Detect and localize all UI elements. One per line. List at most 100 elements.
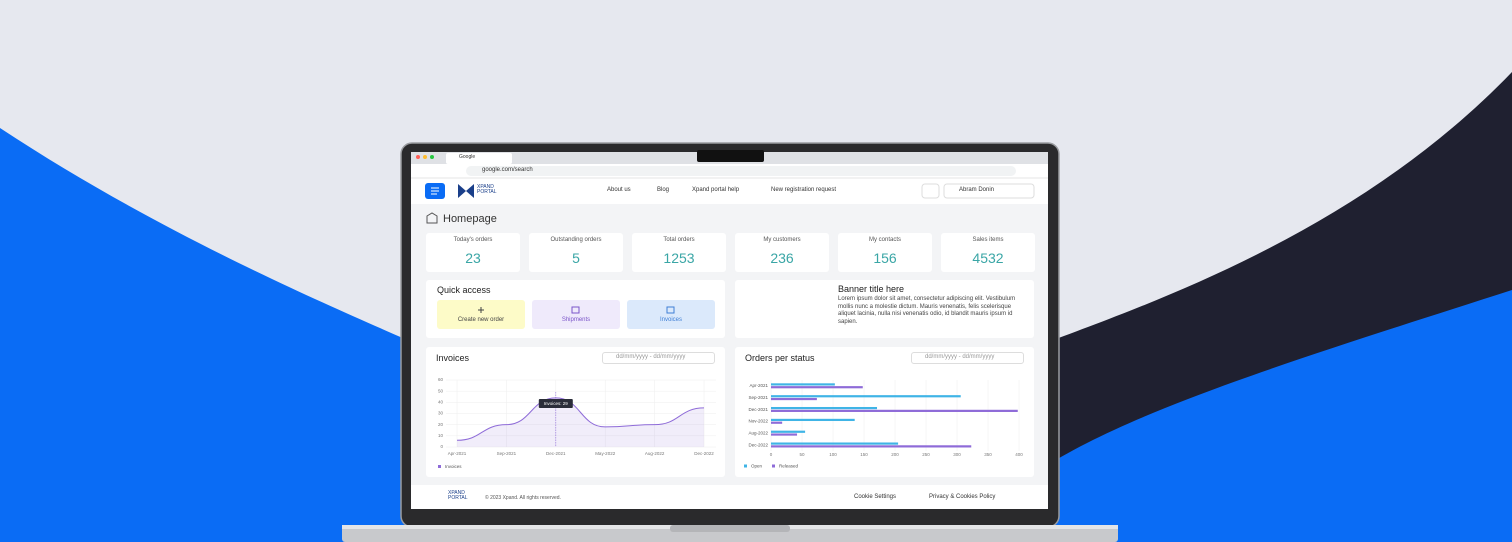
wave-right-blue (1040, 290, 1512, 542)
nav-link[interactable]: Blog (657, 187, 670, 193)
footer-link[interactable]: Cookie Settings (854, 494, 897, 500)
stat-card (838, 233, 932, 272)
bar (771, 430, 806, 433)
window-max (430, 155, 434, 159)
x-tick-label: 300 (953, 452, 961, 457)
bar (771, 395, 961, 398)
quick-access-title: Quick access (437, 285, 491, 295)
chart-card (426, 347, 725, 477)
y-tick-label: Dec-2021 (748, 407, 768, 412)
legend-swatch (438, 465, 441, 468)
stat-label: Outstanding orders (550, 237, 602, 243)
chart-title: Orders per status (745, 353, 815, 363)
y-tick-label: Aug-2022 (748, 430, 768, 435)
nav-link[interactable]: Xpand portal help (692, 187, 740, 193)
x-tick-label: 400 (1015, 452, 1023, 457)
nav-link[interactable]: About us (607, 187, 631, 193)
address-bar[interactable] (466, 166, 1016, 176)
logo-mark (458, 184, 474, 198)
chart-card (735, 347, 1034, 477)
stat-value: 1253 (663, 250, 695, 266)
footer-logo-text: XPAND (448, 490, 465, 496)
date-input[interactable] (602, 352, 715, 364)
bar (771, 383, 835, 386)
bar (771, 433, 798, 436)
laptop-notch (670, 525, 790, 532)
y-tick-label: Nov-2022 (748, 419, 768, 424)
y-tick-label: Apr-2021 (749, 383, 768, 388)
logo-text: XPAND (477, 184, 494, 190)
camera-notch (697, 150, 764, 162)
y-tick-label: 10 (438, 433, 444, 438)
stat-label: Sales items (972, 237, 1004, 243)
tab-title: Google (459, 154, 476, 160)
x-tick-label: 100 (829, 452, 837, 457)
bar (771, 418, 855, 422)
button-icon (571, 306, 580, 314)
window-close (416, 155, 420, 159)
stat-value: 4532 (972, 250, 1004, 266)
stat-label: My contacts (868, 237, 901, 243)
x-tick-label: 350 (984, 452, 992, 457)
tooltip-text: Invoices: 29 (544, 401, 569, 406)
date-placeholder[interactable]: dd/mm/yyyy - dd/mm/yyyy (925, 354, 995, 360)
y-tick-label: 60 (438, 377, 444, 382)
button-label[interactable]: Create new order (457, 317, 505, 323)
line (456, 397, 705, 441)
stat-value: 156 (873, 250, 897, 266)
quick-access-button[interactable] (627, 300, 715, 329)
footer-logo-text: PORTAL (448, 495, 468, 501)
button-icon (666, 306, 675, 314)
tooltip-box (538, 399, 573, 408)
user-name[interactable]: Abram Donin (959, 187, 995, 193)
stat-card (941, 233, 1035, 272)
y-tick-label: Sep-2021 (748, 395, 768, 400)
x-tick-label: Apr-2021 (448, 451, 467, 456)
url[interactable]: google.com/search (482, 167, 533, 173)
button-label[interactable]: Shipments (561, 317, 591, 323)
wave-left (0, 128, 430, 542)
stat-value: 23 (465, 250, 481, 266)
footer (411, 485, 1048, 509)
footer-link[interactable]: Privacy & Cookies Policy (929, 494, 996, 500)
copyright: © 2023 Xpand. All rights reserved. (485, 495, 561, 501)
banner-card (735, 280, 1034, 338)
stat-card (735, 233, 829, 272)
x-tick-label: 150 (860, 452, 868, 457)
x-tick-label: 200 (891, 452, 899, 457)
home-icon (426, 212, 438, 224)
legend-label: Released (779, 464, 799, 469)
date-placeholder[interactable]: dd/mm/yyyy - dd/mm/yyyy (616, 354, 686, 360)
user-menu[interactable] (943, 183, 1035, 199)
y-tick-label: 50 (438, 388, 444, 393)
bar (771, 386, 863, 389)
area (457, 397, 704, 447)
stat-value: 5 (572, 250, 580, 266)
nav-link[interactable]: New registration request (771, 187, 837, 193)
bar (771, 445, 972, 448)
stat-value: 236 (770, 250, 794, 266)
quick-access-button[interactable] (532, 300, 620, 329)
y-tick-label: 0 (440, 444, 443, 449)
legend-swatch (744, 464, 747, 468)
stat-label: My customers (763, 237, 801, 243)
x-tick-label: Dec-2021 (546, 451, 566, 456)
logo-text: PORTAL (477, 189, 497, 195)
banner-title: Banner title here (838, 284, 905, 294)
bell-button[interactable] (921, 183, 940, 199)
bar (771, 406, 878, 410)
button-label[interactable]: Invoices (659, 317, 682, 323)
bar (771, 421, 783, 424)
chart-title: Invoices (436, 353, 470, 363)
date-input[interactable] (911, 352, 1024, 364)
quick-access-button[interactable] (437, 300, 525, 329)
x-tick-label: Sep-2021 (497, 451, 517, 456)
x-tick-label: Dec-2022 (694, 451, 714, 456)
x-tick-label: May-2022 (595, 451, 616, 456)
page-title: Homepage (443, 213, 497, 225)
y-tick-label: 40 (438, 400, 444, 405)
stat-label: Total orders (663, 237, 695, 243)
stat-card (529, 233, 623, 272)
